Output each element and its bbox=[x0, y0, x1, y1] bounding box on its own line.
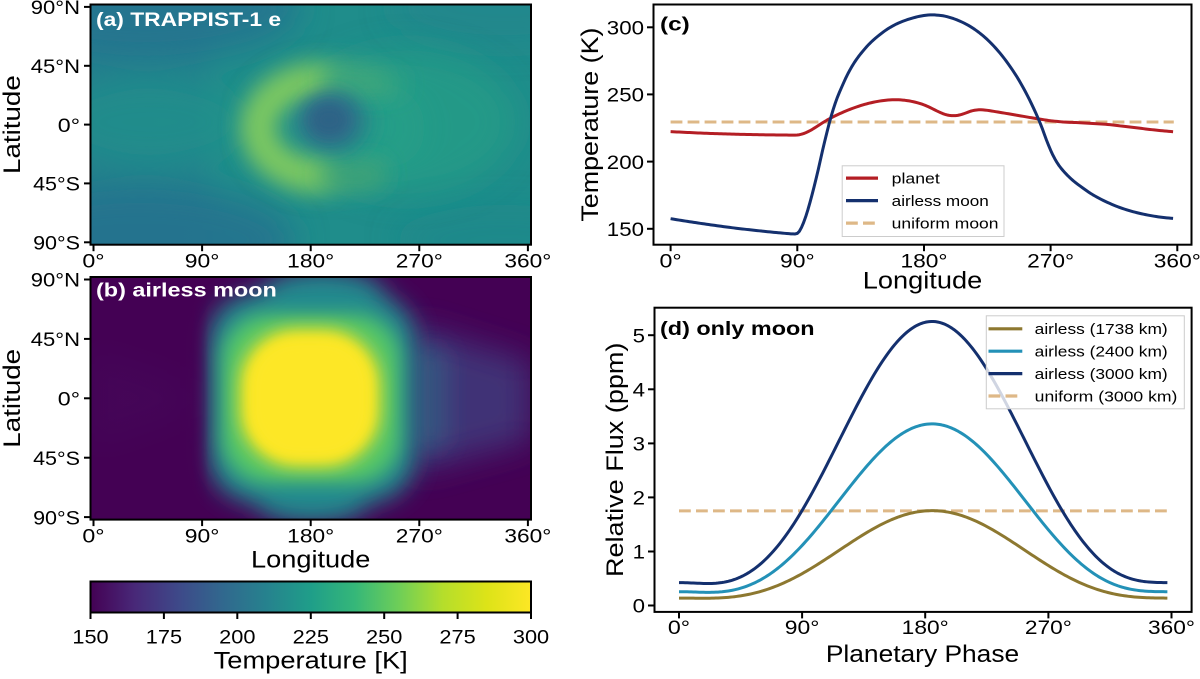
svg-text:(c): (c) bbox=[660, 14, 690, 36]
svg-text:uniform moon: uniform moon bbox=[892, 215, 999, 232]
svg-text:360°: 360° bbox=[1154, 251, 1200, 273]
svg-text:0°: 0° bbox=[668, 617, 690, 639]
svg-text:90°: 90° bbox=[780, 251, 815, 273]
svg-text:Longitude: Longitude bbox=[251, 547, 370, 574]
svg-text:0°: 0° bbox=[58, 115, 80, 137]
svg-text:90°: 90° bbox=[785, 617, 820, 639]
svg-text:uniform (3000 km): uniform (3000 km) bbox=[1035, 388, 1178, 405]
svg-text:airless (2400 km): airless (2400 km) bbox=[1035, 344, 1168, 361]
svg-text:45°N: 45°N bbox=[31, 329, 80, 351]
svg-text:90°S: 90°S bbox=[33, 233, 80, 255]
svg-text:270°: 270° bbox=[1025, 617, 1072, 639]
svg-text:Temperature (K): Temperature (K) bbox=[577, 28, 604, 222]
svg-text:270°: 270° bbox=[396, 251, 443, 273]
svg-text:0°: 0° bbox=[82, 525, 104, 547]
svg-text:0: 0 bbox=[633, 596, 646, 618]
svg-text:180°: 180° bbox=[287, 525, 334, 547]
svg-text:90°: 90° bbox=[185, 251, 220, 273]
svg-text:90°N: 90°N bbox=[31, 270, 80, 292]
svg-text:225: 225 bbox=[293, 627, 329, 648]
svg-text:250: 250 bbox=[607, 85, 644, 107]
svg-text:Longitude: Longitude bbox=[863, 268, 982, 295]
svg-text:360°: 360° bbox=[504, 525, 551, 547]
svg-text:airless moon: airless moon bbox=[892, 193, 989, 210]
svg-text:270°: 270° bbox=[396, 525, 443, 547]
svg-text:0°: 0° bbox=[58, 389, 80, 411]
svg-text:360°: 360° bbox=[504, 251, 551, 273]
svg-text:90°S: 90°S bbox=[33, 507, 80, 529]
svg-text:300: 300 bbox=[607, 18, 644, 40]
svg-text:180°: 180° bbox=[902, 617, 949, 639]
svg-text:360°: 360° bbox=[1148, 617, 1195, 639]
svg-text:300: 300 bbox=[513, 627, 549, 648]
svg-text:90°N: 90°N bbox=[31, 0, 80, 19]
svg-text:150: 150 bbox=[72, 627, 108, 648]
svg-text:150: 150 bbox=[607, 219, 644, 241]
svg-text:airless (1738 km): airless (1738 km) bbox=[1035, 321, 1168, 338]
svg-text:45°S: 45°S bbox=[33, 448, 80, 470]
svg-text:Relative Flux (ppm): Relative Flux (ppm) bbox=[602, 343, 629, 578]
svg-text:(b) airless moon: (b) airless moon bbox=[96, 280, 277, 302]
svg-text:2: 2 bbox=[633, 488, 645, 510]
svg-text:(d) only moon: (d) only moon bbox=[660, 318, 815, 340]
svg-text:(a) TRAPPIST-1 e: (a) TRAPPIST-1 e bbox=[96, 9, 281, 31]
svg-text:175: 175 bbox=[146, 627, 182, 648]
svg-text:1: 1 bbox=[633, 542, 645, 564]
svg-text:180°: 180° bbox=[287, 251, 334, 273]
svg-text:0°: 0° bbox=[660, 251, 682, 273]
svg-text:4: 4 bbox=[633, 380, 646, 402]
svg-text:3: 3 bbox=[633, 434, 645, 456]
svg-text:90°: 90° bbox=[185, 525, 220, 547]
svg-text:180°: 180° bbox=[901, 251, 948, 273]
svg-text:0°: 0° bbox=[82, 251, 104, 273]
svg-text:250: 250 bbox=[366, 627, 402, 648]
svg-text:275: 275 bbox=[439, 627, 475, 648]
svg-text:airless (3000 km): airless (3000 km) bbox=[1035, 366, 1168, 383]
svg-text:Planetary Phase: Planetary Phase bbox=[826, 641, 1019, 668]
svg-text:45°S: 45°S bbox=[33, 174, 80, 196]
svg-text:Latitude: Latitude bbox=[0, 349, 26, 448]
svg-text:270°: 270° bbox=[1027, 251, 1074, 273]
svg-text:Latitude: Latitude bbox=[0, 75, 26, 174]
svg-text:planet: planet bbox=[892, 170, 941, 187]
svg-text:5: 5 bbox=[633, 325, 646, 347]
svg-text:Temperature [K]: Temperature [K] bbox=[214, 648, 408, 675]
svg-text:200: 200 bbox=[607, 152, 644, 174]
svg-text:200: 200 bbox=[219, 627, 255, 648]
svg-text:45°N: 45°N bbox=[31, 56, 80, 78]
